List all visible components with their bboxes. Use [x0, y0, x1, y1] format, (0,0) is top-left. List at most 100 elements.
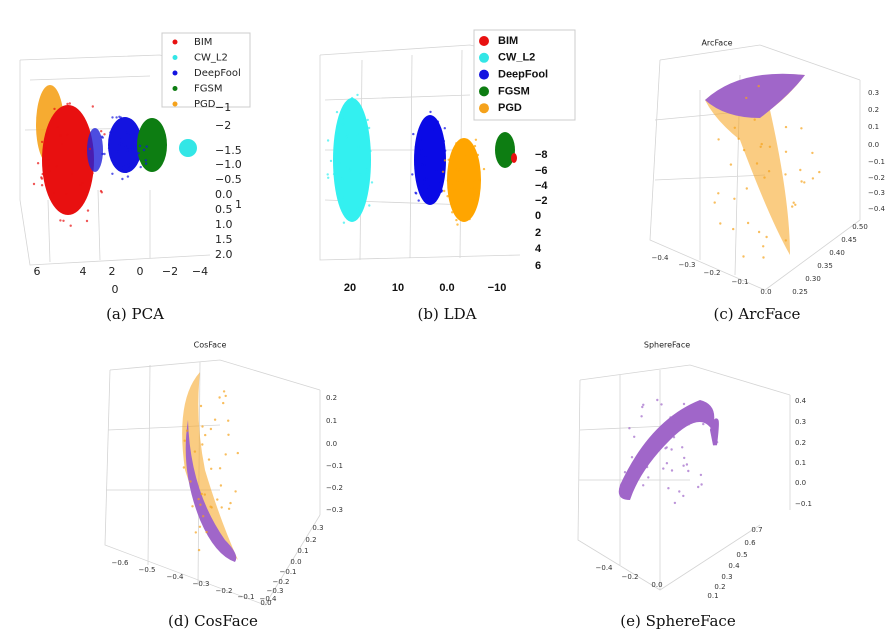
scatter-point [473, 144, 477, 148]
scatter-point [670, 448, 673, 451]
scatter-point [142, 148, 146, 152]
scatter-point [473, 180, 477, 184]
grid-lines [19, 44, 861, 606]
scatter-point [630, 456, 634, 459]
z-tick-label: −2 [215, 119, 231, 132]
z-tick-label: −0.4 [868, 205, 886, 213]
scatter-point [687, 469, 690, 473]
z-tick-label: 0 [535, 210, 541, 222]
scatter-point [338, 162, 341, 165]
scatter-point [326, 173, 329, 176]
scatter-point [784, 125, 788, 129]
scatter-point [447, 187, 450, 190]
scatter-point [40, 177, 44, 180]
scatter-point [784, 173, 787, 176]
y-tick-label: 0.5 [736, 551, 747, 559]
scatter-point [117, 150, 120, 153]
x-tick-label: 0 [137, 265, 144, 278]
z-tick-label: −0.1 [326, 462, 343, 470]
scatter-point [359, 173, 362, 176]
scatter-point [732, 227, 735, 231]
z-tick-label: 0.2 [795, 439, 806, 447]
scatter-point [46, 132, 49, 135]
scatter-point [642, 484, 645, 487]
scatter-point [365, 126, 368, 129]
x-tick-label: 0.0 [260, 599, 271, 607]
scatter-point [197, 497, 200, 501]
scatter-point [359, 210, 362, 214]
scatter-point [52, 192, 56, 195]
scatter-point [719, 222, 722, 225]
z-tick-label: −0.5 [215, 173, 242, 186]
scatter-point [784, 150, 788, 153]
scatter-point [737, 137, 740, 140]
scatter-point [759, 145, 762, 148]
z-tick-label: 0.0 [215, 188, 233, 201]
scatter-point [213, 418, 217, 421]
scatter-point [430, 198, 434, 201]
legend-label: DeepFool [498, 69, 548, 81]
scatter-point [199, 404, 203, 408]
scatter-point [433, 118, 436, 121]
z-tick-label: 6 [535, 260, 541, 272]
scatter-point [70, 172, 74, 176]
axis-label: 1 [235, 198, 242, 211]
scatter-point [203, 493, 206, 496]
x-tick-label: −0.2 [216, 587, 233, 595]
scatter-point [326, 139, 330, 142]
scatter-point [423, 183, 426, 187]
scatter-point [207, 458, 211, 461]
scatter-point [443, 159, 447, 162]
scatter-point [435, 168, 438, 171]
scatter-point [227, 433, 230, 436]
scatter-point [423, 164, 426, 167]
scatter-point [224, 453, 227, 456]
scatter-point [369, 149, 372, 153]
scatter-point [345, 135, 348, 139]
scatter-point [447, 158, 450, 161]
scatter-point [436, 170, 440, 173]
scatter-point [56, 126, 60, 129]
x-tick-label: −0.2 [704, 269, 721, 277]
scatter-point [111, 116, 114, 119]
scatter-point [811, 151, 814, 155]
scatter-point [334, 150, 338, 154]
scatter-point [678, 490, 681, 493]
scatter-point [219, 484, 223, 487]
scatter-point [338, 133, 341, 136]
scatter-point [47, 165, 51, 168]
scatter-point [682, 464, 685, 467]
scatter-point [476, 153, 480, 157]
z-tick-label: 0.3 [795, 418, 806, 426]
scatter-point [478, 178, 481, 182]
scatter-point [100, 130, 103, 133]
y-tick-label: 0.3 [721, 573, 732, 581]
scatter-point [411, 173, 414, 176]
scatter-point [628, 427, 631, 430]
scatter-point [111, 172, 114, 175]
scatter-point [53, 107, 56, 111]
scatter-point [733, 126, 736, 129]
x-tick-label: 4 [80, 265, 87, 278]
scatter-point [127, 165, 130, 168]
scatter-point [767, 170, 771, 173]
scatter-point [415, 192, 418, 195]
scatter-point [699, 473, 703, 477]
legend-marker [172, 101, 178, 107]
scatter-point [433, 128, 436, 131]
scatter-point [129, 132, 132, 136]
scatter-point [461, 179, 464, 182]
scatter-point [437, 180, 441, 184]
scatter-point [470, 187, 473, 191]
scatter-point [647, 476, 650, 479]
scatter-point [641, 405, 644, 409]
legend-box [473, 29, 576, 121]
scatter-point [109, 151, 112, 155]
scatter-point [69, 224, 72, 227]
scatter-point [717, 192, 720, 195]
x-tick-label: −0.1 [732, 278, 749, 286]
scatter-point [742, 255, 745, 258]
scatter-point [124, 144, 127, 148]
x-tick-label: 10 [392, 282, 404, 294]
scatter-point [227, 507, 231, 510]
